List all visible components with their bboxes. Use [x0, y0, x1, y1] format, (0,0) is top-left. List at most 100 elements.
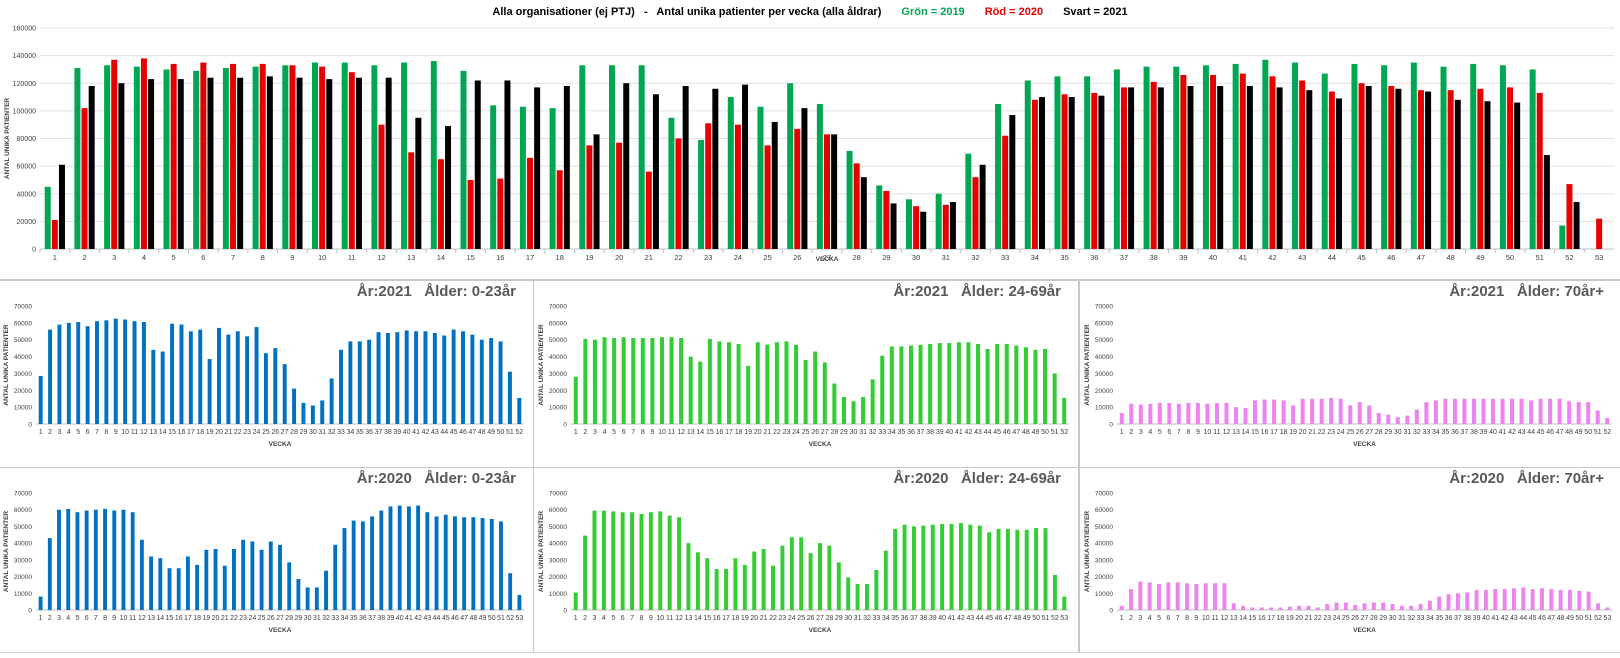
x-tick-label: 22 — [1314, 615, 1322, 622]
x-tick-label: 50 — [1575, 615, 1583, 622]
y-axis-title: ANTAL UNIKA PATIENTER — [1084, 324, 1091, 406]
bar-week-42 — [1510, 398, 1515, 424]
x-tick-label: 51 — [1585, 615, 1593, 622]
y-tick-label: 10000 — [14, 405, 32, 412]
bar-week-35 — [357, 341, 362, 424]
x-tick-label: 51 — [497, 615, 505, 622]
x-tick-label: 12 — [140, 429, 148, 436]
bar-week-12-series-0 — [371, 65, 378, 249]
x-tick-label: 41 — [405, 615, 413, 622]
bar-week-5 — [75, 512, 80, 610]
bar-week-36 — [908, 345, 913, 424]
x-tick-label: 2 — [48, 429, 52, 436]
bar-week-9-series-2 — [296, 77, 303, 249]
x-tick-label: 35 — [356, 429, 364, 436]
bar-week-41-series-1 — [1239, 73, 1246, 249]
x-tick-label: 23 — [783, 429, 791, 436]
x-tick-label: 16 — [1258, 615, 1266, 622]
x-tick-label: 22 — [674, 253, 682, 262]
y-tick-label: 40000 — [14, 541, 32, 548]
x-axis-title: VECKA — [809, 441, 832, 448]
x-tick-label: 38 — [926, 429, 934, 436]
bar-week-2 — [583, 535, 588, 610]
x-tick-label: 25 — [797, 615, 805, 622]
x-tick-label: 47 — [1004, 615, 1012, 622]
x-tick-label: 44 — [1527, 429, 1535, 436]
x-tick-label: 43 — [431, 429, 439, 436]
x-tick-label: 37 — [1120, 253, 1128, 262]
x-tick-label: 15 — [703, 615, 711, 622]
x-tick-label: 53 — [1060, 615, 1068, 622]
x-tick-label: 16 — [496, 253, 504, 262]
x-tick-label: 22 — [230, 615, 238, 622]
bar-week-46 — [1539, 588, 1544, 610]
bar-week-37 — [376, 332, 381, 424]
y-axis-title: ANTAL UNIKA PATIENTER — [4, 98, 11, 180]
x-tick-label: 11 — [1211, 615, 1218, 622]
bar-week-23 — [241, 539, 246, 610]
bar-week-11 — [667, 515, 672, 610]
bar-week-3 — [592, 339, 597, 424]
x-tick-label: 35 — [898, 429, 906, 436]
x-tick-label: 17 — [1267, 615, 1275, 622]
panel-title: År:2021 Ålder: 24-69år — [893, 283, 1061, 300]
bar-week-7 — [95, 321, 99, 424]
y-tick-label: 50000 — [14, 524, 32, 531]
x-tick-label: 50 — [497, 429, 505, 436]
x-tick-label: 26 — [793, 253, 801, 262]
y-axis-title: ANTAL UNIKA PATIENTER — [3, 324, 10, 406]
y-tick-label: 40000 — [17, 191, 37, 198]
bar-week-27 — [818, 543, 822, 610]
bar-week-29-series-2 — [890, 203, 897, 249]
chart-2021-age-24-69: 0 10000 20000 30000 40000 50000 60000 70000 1 2 3 4… — [535, 282, 1077, 466]
x-tick-label: 46 — [1003, 429, 1011, 436]
y-tick-label: 0 — [28, 608, 32, 615]
bar-week-34 — [348, 341, 353, 424]
x-tick-label: 39 — [929, 615, 937, 622]
x-tick-label: 27 — [816, 615, 824, 622]
bar-week-42 — [958, 523, 963, 610]
x-tick-label: 40 — [945, 429, 953, 436]
bar-week-27-series-0 — [816, 103, 823, 249]
y-tick-label: 40000 — [1095, 354, 1113, 361]
bar-week-36-series-0 — [1084, 76, 1091, 249]
bar-week-20 — [755, 342, 760, 424]
bar-week-51 — [1586, 591, 1591, 610]
x-tick-label: 44 — [440, 429, 448, 436]
bar-week-49 — [489, 338, 494, 424]
x-tick-label: 39 — [1473, 615, 1481, 622]
x-tick-label: 8 — [1185, 615, 1189, 622]
bar-week-50 — [1043, 348, 1048, 424]
x-tick-label: 18 — [556, 253, 564, 262]
x-tick-label: 21 — [760, 615, 768, 622]
x-tick-label: 33 — [337, 429, 345, 436]
bar-week-10 — [1203, 583, 1208, 610]
y-tick-label: 0 — [563, 422, 567, 429]
x-tick-label: 33 — [1422, 429, 1430, 436]
y-tick-label: 70000 — [14, 304, 32, 311]
chart-2020-age-0-23: 0 10000 20000 30000 40000 50000 60000 70000 1 2 3 4… — [0, 469, 532, 652]
x-tick-label: 12 — [1221, 615, 1229, 622]
bar-week-23 — [1329, 397, 1334, 424]
x-tick-label: 7 — [1177, 429, 1181, 436]
bar-week-45-series-0 — [1351, 63, 1358, 249]
y-tick-label: 50000 — [549, 524, 567, 531]
bar-week-53 — [1605, 607, 1610, 610]
bar-week-35-series-2 — [1068, 97, 1075, 249]
x-tick-label: 28 — [1375, 429, 1383, 436]
x-tick-label: 41 — [1499, 429, 1507, 436]
y-tick-label: 140000 — [13, 53, 36, 60]
x-tick-label: 16 — [713, 615, 721, 622]
bar-week-9 — [112, 510, 117, 610]
bar-week-15 — [167, 568, 172, 610]
bar-week-45 — [1538, 398, 1543, 424]
x-tick-label: 8 — [641, 429, 645, 436]
bar-week-17 — [188, 331, 193, 424]
x-tick-label: 43 — [1518, 429, 1526, 436]
bar-week-23 — [780, 545, 785, 610]
bar-week-34 — [1427, 600, 1432, 610]
x-tick-label: 45 — [985, 615, 993, 622]
bar-week-19 — [742, 564, 747, 610]
x-tick-label: 31 — [942, 253, 950, 262]
bar-week-39 — [1481, 398, 1486, 424]
